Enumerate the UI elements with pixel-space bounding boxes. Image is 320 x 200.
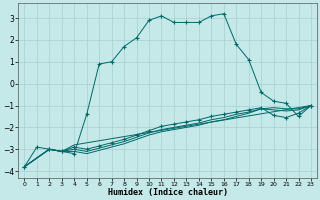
X-axis label: Humidex (Indice chaleur): Humidex (Indice chaleur) [108, 188, 228, 197]
